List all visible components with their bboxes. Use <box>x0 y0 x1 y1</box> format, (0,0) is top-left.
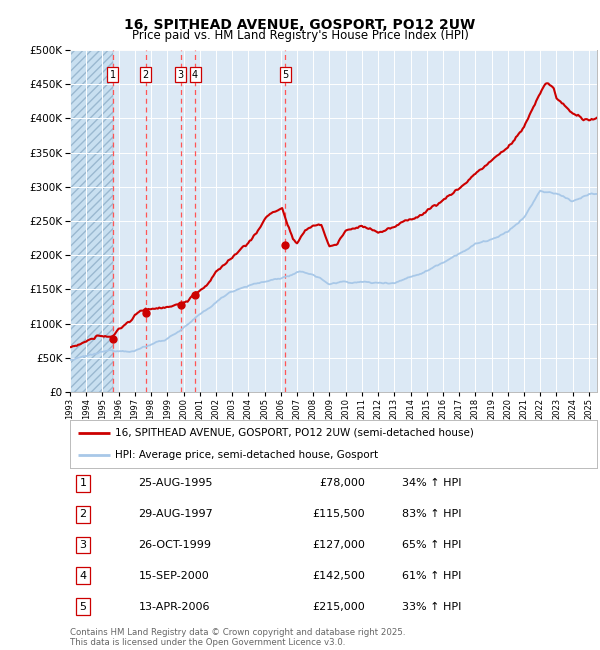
Text: 13-APR-2006: 13-APR-2006 <box>139 602 210 612</box>
Text: 1: 1 <box>80 478 86 488</box>
Text: 25-AUG-1995: 25-AUG-1995 <box>139 478 213 488</box>
Text: 3: 3 <box>178 70 184 79</box>
Text: 26-OCT-1999: 26-OCT-1999 <box>139 540 212 550</box>
Text: 3: 3 <box>80 540 86 550</box>
Text: £215,000: £215,000 <box>313 602 365 612</box>
Text: 33% ↑ HPI: 33% ↑ HPI <box>402 602 461 612</box>
Bar <box>70 50 113 392</box>
Text: 61% ↑ HPI: 61% ↑ HPI <box>402 571 461 581</box>
Text: 2: 2 <box>80 509 87 519</box>
Text: £127,000: £127,000 <box>312 540 365 550</box>
Text: £78,000: £78,000 <box>319 478 365 488</box>
Text: 4: 4 <box>192 70 198 79</box>
Text: HPI: Average price, semi-detached house, Gosport: HPI: Average price, semi-detached house,… <box>115 450 378 460</box>
Text: 34% ↑ HPI: 34% ↑ HPI <box>402 478 461 488</box>
Text: Contains HM Land Registry data © Crown copyright and database right 2025.: Contains HM Land Registry data © Crown c… <box>70 628 406 637</box>
Text: 65% ↑ HPI: 65% ↑ HPI <box>402 540 461 550</box>
Text: 5: 5 <box>282 70 289 79</box>
Bar <box>70 50 113 392</box>
Text: £142,500: £142,500 <box>312 571 365 581</box>
Text: 16, SPITHEAD AVENUE, GOSPORT, PO12 2UW: 16, SPITHEAD AVENUE, GOSPORT, PO12 2UW <box>124 18 476 32</box>
Text: This data is licensed under the Open Government Licence v3.0.: This data is licensed under the Open Gov… <box>70 638 346 647</box>
Text: 5: 5 <box>80 602 86 612</box>
Text: Price paid vs. HM Land Registry's House Price Index (HPI): Price paid vs. HM Land Registry's House … <box>131 29 469 42</box>
Text: 16, SPITHEAD AVENUE, GOSPORT, PO12 2UW (semi-detached house): 16, SPITHEAD AVENUE, GOSPORT, PO12 2UW (… <box>115 428 473 438</box>
Text: 83% ↑ HPI: 83% ↑ HPI <box>402 509 461 519</box>
Text: 15-SEP-2000: 15-SEP-2000 <box>139 571 209 581</box>
Text: £115,500: £115,500 <box>313 509 365 519</box>
Text: 4: 4 <box>80 571 87 581</box>
Text: 2: 2 <box>142 70 149 79</box>
Text: 29-AUG-1997: 29-AUG-1997 <box>139 509 213 519</box>
Text: 1: 1 <box>110 70 116 79</box>
